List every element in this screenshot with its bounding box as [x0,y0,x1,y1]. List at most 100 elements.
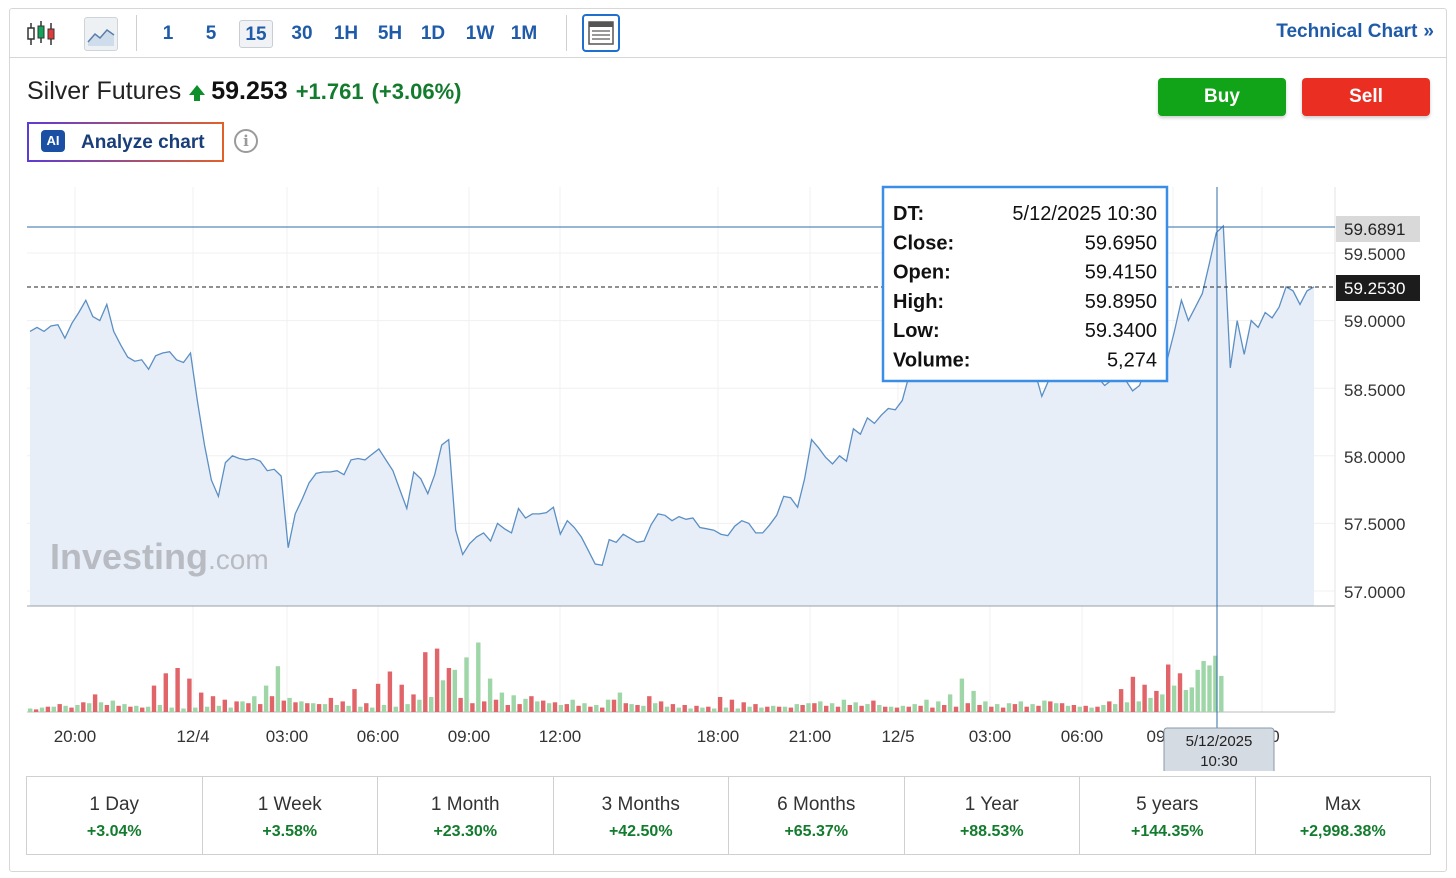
volume-bar-up [28,708,33,712]
volume-bar-up [1030,704,1035,712]
volume-bar-down [812,703,817,712]
volume-bar-down [906,706,911,712]
timeframe-1w[interactable]: 1W [465,23,495,44]
volume-bar-up [605,699,611,712]
period-label: 1 Week [257,794,322,815]
period-1-week[interactable]: 1 Week +3.58% [203,777,378,854]
volume-bar-down [316,704,322,712]
volume-bar-down [140,707,145,712]
ohlc-tooltip: DT: 5/12/2025 10:30 Close: 59.6950 Open: 59.4… [881,185,1169,383]
tooltip-value: 59.8950 [1085,291,1157,313]
volume-bar-down [1024,706,1029,712]
volume-bar-up [1219,675,1224,712]
timeframe-15[interactable]: 15 [239,20,273,48]
sell-button[interactable]: Sell [1302,78,1430,116]
volume-bar-down [210,696,216,712]
period-1-month[interactable]: 1 Month +23.30% [378,777,554,854]
volume-bar-down [1142,684,1147,712]
price-change-percent: (+3.06%) [371,79,462,104]
period-1-day[interactable]: 1 Day +3.04% [27,777,203,854]
volume-bar-up [464,657,469,712]
timeframe-5[interactable]: 5 [205,23,217,44]
volume-bar-up [1189,687,1194,712]
timeframe-1h[interactable]: 1H [333,23,359,44]
layout-toggle-icon[interactable] [582,14,620,52]
volume-bar-down [446,668,452,712]
volume-bar-down [81,702,86,712]
volume-bar-down [871,700,876,712]
volume-bar-up [570,699,575,712]
period-max[interactable]: Max +2,998.38% [1256,777,1431,854]
period-3-months[interactable]: 3 Months +42.50% [554,777,729,854]
technical-chart-link[interactable]: Technical Chart» [1276,21,1434,43]
volume-bar-up [912,704,917,712]
investing-watermark: Investing.com [50,536,269,577]
instrument-header: Silver Futures 59.253 +1.761 (+3.06%) [27,77,461,106]
volume-bar-down [269,696,275,712]
x-tick-label: 12/4 [176,727,209,746]
timeframe-30[interactable]: 30 [291,23,313,44]
volume-bar-up [252,696,257,712]
timeframe-1[interactable]: 1 [162,23,174,44]
timeframe-1m[interactable]: 1M [510,23,538,44]
period-label: 6 Months [777,794,856,815]
volume-bar-up [51,706,56,712]
price-chart[interactable]: Investing.com 59.5000 59.0000 58.5000 58.000… [10,9,1446,771]
area-chart-icon[interactable] [84,17,118,51]
volume-bar-down [894,707,900,712]
volume-bar-down [305,703,310,712]
period-label: 3 Months [601,794,680,815]
volume-bar-up [782,706,788,712]
volume-bar-up [971,690,976,712]
volume-bar-down [128,706,133,712]
volume-bar-down [163,673,168,712]
info-icon[interactable]: i [234,129,258,153]
volume-bar-up [358,706,363,712]
volume-bar-down [493,699,499,712]
volume-bar-up [1201,661,1206,712]
volume-bar-up [582,703,587,712]
volume-bar-up [405,704,410,712]
volume-bar-down [753,704,758,712]
volume-bar-up [594,705,599,712]
last-price-label: 59.2530 [1344,279,1405,298]
volume-bar-up [841,699,847,712]
x-tick-label: 21:00 [789,727,832,746]
volume-bar-up [818,701,823,712]
period-6-months[interactable]: 6 Months +65.37% [729,777,905,854]
volume-bar-up [87,703,92,712]
volume-bar-down [847,705,852,712]
volume-bar-down [635,705,640,712]
period-5-years[interactable]: 5 years +144.35% [1080,777,1256,854]
volume-bar-down [423,652,428,712]
buy-button[interactable]: Buy [1158,78,1286,116]
candlestick-chart-icon[interactable] [24,17,58,51]
volume-bar-up [499,692,505,712]
volume-bar-down [576,705,581,712]
volume-bar-down [729,699,735,712]
volume-bar-up [334,705,339,712]
volume-bar-up [204,706,210,712]
volume-bar-up [1042,700,1047,712]
volume-bar-down [765,706,770,712]
period-1-year[interactable]: 1 Year +88.53% [905,777,1080,854]
volume-bar-up [688,708,693,712]
analyze-chart-button[interactable]: AI Analyze chart [27,122,224,162]
volume-bar-down [1012,704,1018,712]
x-tick-label: 03:00 [969,727,1012,746]
timeframe-1d[interactable]: 1D [420,23,446,44]
x-tick-label: 12/5 [881,727,914,746]
volume-bar-up [299,701,304,712]
period-change: +144.35% [1130,823,1204,840]
volume-bar-down [883,706,888,712]
period-label: 1 Day [89,794,140,815]
volume-bar-up [1006,703,1012,712]
volume-bar-down [965,703,970,712]
volume-bar-up [417,699,422,712]
timeframe-5h[interactable]: 5H [377,23,403,44]
up-arrow-icon [189,85,206,101]
tooltip-key: High: [893,291,944,313]
last-price: 59.253 [211,77,288,105]
volume-bar-down [717,697,723,712]
volume-bar-up [546,703,552,712]
